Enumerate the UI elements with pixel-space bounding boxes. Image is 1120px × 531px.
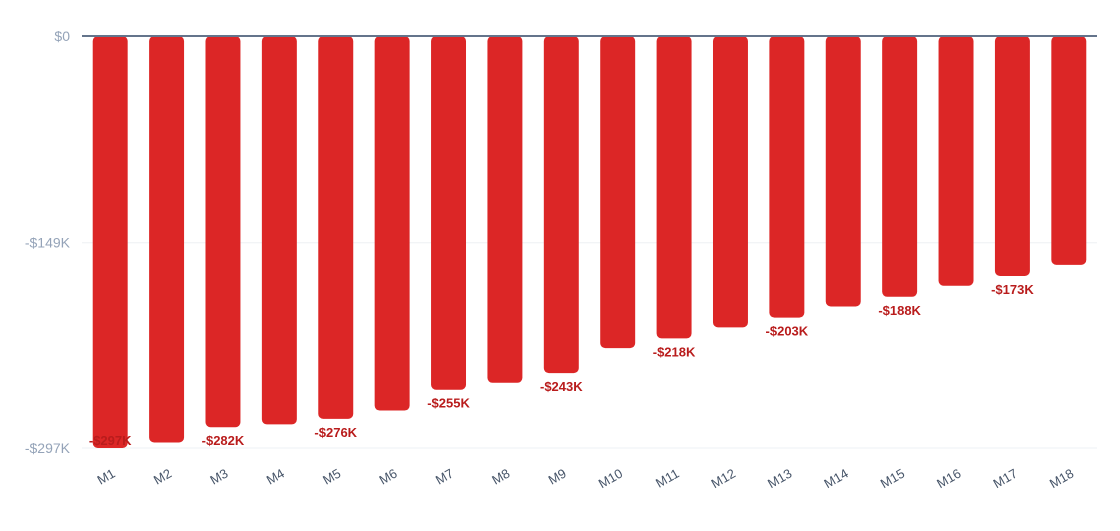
bar-m11 [656,36,692,339]
data-label: -$203K [766,324,809,339]
y-tick-label: -$149K [25,235,71,251]
bars-layer [92,36,1087,448]
y-tick-label: -$297K [25,440,71,456]
y-tick-label: $0 [54,28,70,44]
bar-m10 [600,36,636,349]
data-label: -$173K [991,282,1034,297]
x-tick-label: M10 [596,466,625,492]
bar-m14 [825,36,861,307]
data-label: -$282K [202,433,245,448]
bar-m15 [882,36,918,297]
x-tick-label: M2 [151,466,174,488]
bar-m1 [92,36,128,448]
data-label: -$218K [653,344,696,359]
x-tick-label: M17 [991,466,1020,492]
x-tick-label: M16 [934,466,963,492]
bar-m17 [994,36,1030,276]
x-tick-label: M7 [433,466,456,488]
bar-m13 [769,36,805,318]
bar-m2 [149,36,185,443]
x-tick-label: M5 [320,466,343,488]
data-label: -$188K [878,303,921,318]
bar-m16 [938,36,974,286]
x-tick-label: M4 [264,466,287,488]
x-tick-label: M12 [709,466,738,492]
x-tick-label: M8 [489,466,512,488]
x-tick-label: M11 [653,466,682,491]
x-tick-label: M6 [376,466,399,488]
x-tick-label: M3 [207,466,230,488]
bar-m8 [487,36,523,383]
x-tick-label: M1 [95,466,118,488]
data-label: -$243K [540,379,583,394]
bar-m5 [318,36,354,419]
bar-m4 [261,36,297,425]
x-tick-label: M18 [1047,466,1076,492]
x-tick-label: M13 [765,466,794,492]
data-label: -$297K [89,433,132,448]
data-label: -$276K [314,425,357,440]
bar-m9 [543,36,579,374]
data-label: -$255K [427,396,470,411]
bar-m6 [374,36,410,411]
x-tick-label: M15 [878,466,907,492]
bar-m12 [712,36,748,328]
grid-layer [82,242,1097,449]
bar-m18 [1051,36,1087,265]
x-tick-label: M14 [821,466,850,492]
bar-m7 [431,36,467,390]
bar-m3 [205,36,241,428]
x-tick-label: M9 [546,466,569,488]
